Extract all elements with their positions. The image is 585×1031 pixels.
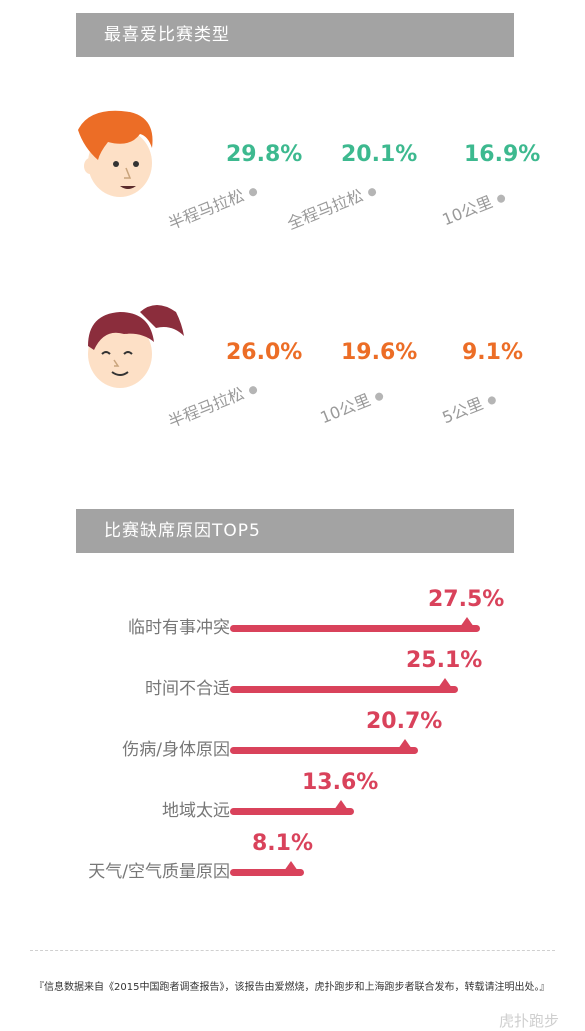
- watermark-text: 虎扑跑步: [498, 1012, 559, 1030]
- bar-marker-icon: [334, 800, 348, 810]
- section-header-favorite-race: 最喜爱比赛类型: [76, 13, 514, 57]
- bullet-dot-icon: [496, 192, 507, 204]
- male-avatar-icon: [78, 110, 153, 197]
- bar-3: [230, 747, 418, 754]
- bar-marker-icon: [284, 861, 298, 871]
- bar-1: [230, 625, 480, 632]
- bar-marker-icon: [398, 739, 412, 749]
- bar-category-label: 伤病/身体原因: [122, 740, 230, 760]
- bar-category-label: 临时有事冲突: [128, 618, 230, 638]
- bar-category-label: 地域太远: [162, 801, 230, 821]
- bullet-dot-icon: [366, 186, 378, 197]
- female-percent-3: 9.1%: [462, 340, 524, 365]
- male-category-3: 10公里: [438, 183, 509, 230]
- bar-category-label: 天气/空气质量原因: [88, 862, 230, 882]
- female-percent-2: 19.6%: [341, 340, 418, 365]
- bar-2: [230, 686, 458, 693]
- bar-marker-icon: [438, 678, 452, 688]
- male-percent-2: 20.1%: [341, 142, 418, 167]
- female-category-2: 10公里: [316, 381, 387, 428]
- bullet-dot-icon: [247, 186, 259, 197]
- male-category-1: 半程马拉松: [164, 177, 260, 234]
- bar-marker-icon: [460, 617, 474, 627]
- bar-category-label: 时间不合适: [145, 679, 230, 699]
- footer-note: 『信息数据来自《2015中国跑者调查报告》，该报告由爱燃烧，虎扑跑步和上海跑步者…: [34, 982, 550, 993]
- bar-value-label: 8.1%: [252, 831, 314, 856]
- bar-value-label: 25.1%: [406, 648, 483, 673]
- female-category-3: 5公里: [438, 385, 499, 428]
- bullet-dot-icon: [486, 394, 498, 406]
- male-percent-1: 29.8%: [226, 142, 303, 167]
- bar-value-label: 13.6%: [302, 770, 379, 795]
- bullet-dot-icon: [247, 384, 259, 395]
- male-category-2: 全程马拉松: [283, 177, 379, 234]
- bar-4: [230, 808, 354, 815]
- female-avatar-icon: [88, 305, 184, 388]
- bar-value-label: 27.5%: [428, 587, 505, 612]
- male-percent-3: 16.9%: [464, 142, 541, 167]
- footer-divider: [30, 950, 555, 951]
- bar-value-label: 20.7%: [366, 709, 443, 734]
- section-header-absence-reasons: 比赛缺席原因TOP5: [76, 509, 514, 553]
- female-percent-1: 26.0%: [226, 340, 303, 365]
- bar-5: [230, 869, 304, 876]
- bullet-dot-icon: [374, 390, 385, 402]
